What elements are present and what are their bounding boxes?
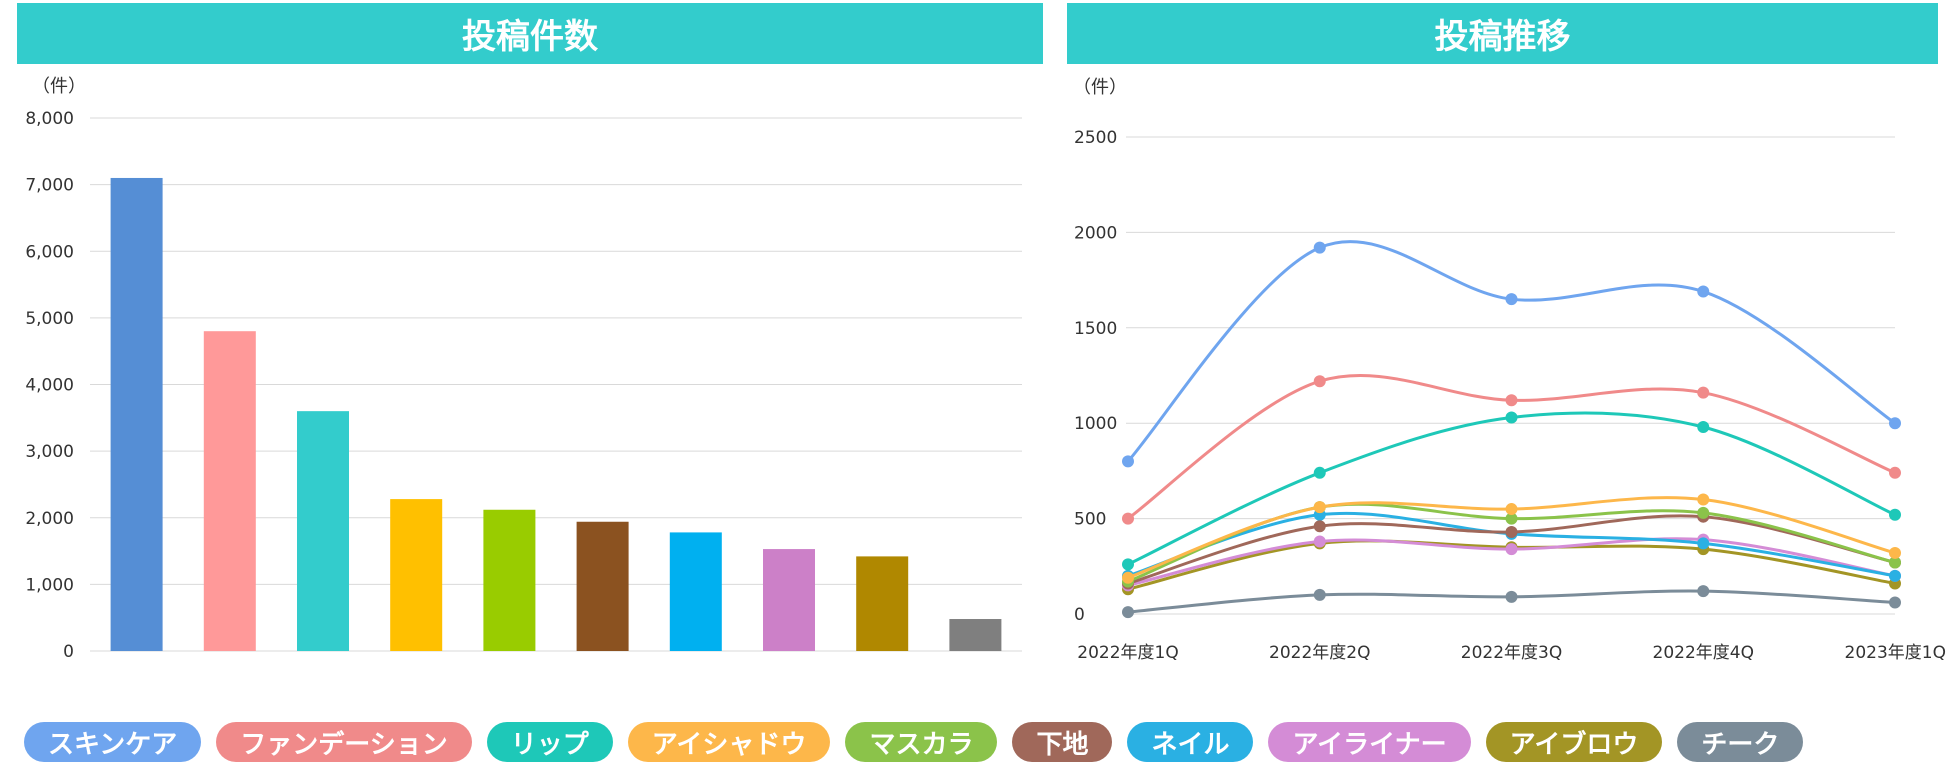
bar-7 — [669, 532, 722, 651]
line-point-7-4 — [1697, 537, 1710, 550]
line-point-1-1 — [1122, 455, 1134, 468]
line-point-5-3 — [1505, 512, 1518, 525]
line-point-5-4 — [1697, 506, 1710, 519]
bar-9 — [856, 556, 909, 651]
line-point-10-3 — [1505, 590, 1518, 603]
line-point-3-5 — [1889, 508, 1901, 521]
legend: スキンケア ファンデーション リップ アイシャドウ マスカラ 下地 ネイル アイライナー アイブ… — [24, 722, 1804, 762]
bar-y-tick-label: 0 — [63, 642, 74, 662]
line-point-4-3 — [1505, 503, 1518, 516]
legend-item-2: ファンデーション — [216, 722, 472, 762]
line-x-tick-label: 2023年度1Q — [1845, 643, 1946, 663]
line-x-tick-label: 2022年度3Q — [1461, 643, 1562, 663]
line-point-3-1 — [1122, 558, 1134, 571]
line-point-10-5 — [1889, 596, 1901, 609]
line-y-tick-label: 1500 — [1074, 319, 1117, 339]
line-point-2-2 — [1313, 375, 1326, 388]
line-point-1-5 — [1889, 417, 1901, 430]
bar-y-tick-label: 5,000 — [25, 309, 74, 329]
legend-item-8: アイライナー — [1268, 722, 1471, 762]
line-chart-title: 投稿推移 — [1067, 3, 1938, 64]
line-series-1 — [1126, 240, 1896, 463]
line-point-2-1 — [1122, 512, 1134, 525]
line-point-1-4 — [1697, 285, 1710, 298]
line-y-unit: （件） — [1073, 77, 1127, 98]
line-point-3-3 — [1505, 411, 1518, 424]
line-point-8-2 — [1313, 535, 1326, 548]
bar-y-unit: （件） — [32, 76, 86, 97]
line-point-1-3 — [1505, 293, 1518, 306]
bar-3 — [297, 411, 349, 651]
bar-1 — [110, 177, 163, 651]
bar-8 — [763, 549, 815, 651]
legend-item-1: スキンケア — [24, 722, 202, 762]
bar-5 — [483, 509, 536, 651]
bar-y-tick-label: 6,000 — [25, 242, 74, 262]
line-point-2-3 — [1505, 394, 1518, 407]
bar-6 — [576, 521, 629, 651]
line-x-tick-label: 2022年度2Q — [1269, 643, 1370, 663]
line-point-8-3 — [1505, 543, 1518, 556]
line-point-5-5 — [1889, 556, 1901, 569]
bar-y-tick-label: 8,000 — [25, 109, 74, 129]
line-point-4-4 — [1697, 493, 1710, 506]
line-point-7-5 — [1889, 569, 1901, 582]
bar-y-tick-label: 1,000 — [25, 575, 74, 595]
line-point-2-4 — [1697, 386, 1710, 399]
bar-10 — [949, 619, 1002, 651]
line-y-tick-label: 1000 — [1074, 414, 1117, 434]
line-point-2-5 — [1889, 466, 1901, 479]
charts-canvas: （件） （件） 0 1,000 2,000 3,000 4,000 5,000 6,000 7… — [25, 76, 1946, 663]
line-point-1-2 — [1313, 241, 1326, 254]
legend-item-4: アイシャドウ — [627, 722, 831, 762]
line-x-tick-label: 2022年度1Q — [1077, 643, 1178, 663]
line-y-tick-label: 2500 — [1074, 128, 1117, 148]
line-point-3-2 — [1313, 466, 1326, 479]
line-point-6-3 — [1505, 525, 1518, 538]
bar-y-tick-label: 7,000 — [25, 176, 74, 196]
legend-item-10: チーク — [1677, 722, 1804, 762]
bar-y-tick-label: 2,000 — [25, 509, 74, 529]
bar-2 — [203, 331, 256, 651]
line-point-10-2 — [1313, 588, 1326, 601]
legend-item-9: アイブロウ — [1485, 722, 1663, 762]
line-point-6-2 — [1313, 520, 1326, 533]
line-x-tick-label: 2022年度4Q — [1653, 643, 1754, 663]
bar-y-tick-label: 3,000 — [25, 442, 74, 462]
legend-item-7: ネイル — [1127, 722, 1254, 762]
line-point-4-1 — [1122, 571, 1134, 584]
bar-4 — [390, 499, 443, 651]
legend-item-5: マスカラ — [845, 722, 998, 762]
bar-chart-title: 投稿件数 — [17, 3, 1043, 64]
line-point-10-4 — [1697, 585, 1710, 598]
line-point-3-4 — [1697, 421, 1710, 434]
legend-item-6: 下地 — [1012, 722, 1113, 762]
line-point-4-2 — [1313, 501, 1326, 514]
line-y-tick-label: 2000 — [1074, 223, 1117, 243]
bar-y-tick-label: 4,000 — [25, 376, 74, 396]
line-y-tick-label: 0 — [1074, 605, 1085, 625]
line-y-tick-label: 500 — [1074, 510, 1106, 530]
line-point-10-1 — [1122, 606, 1134, 619]
line-point-4-5 — [1889, 546, 1901, 559]
legend-item-3: リップ — [486, 722, 613, 762]
